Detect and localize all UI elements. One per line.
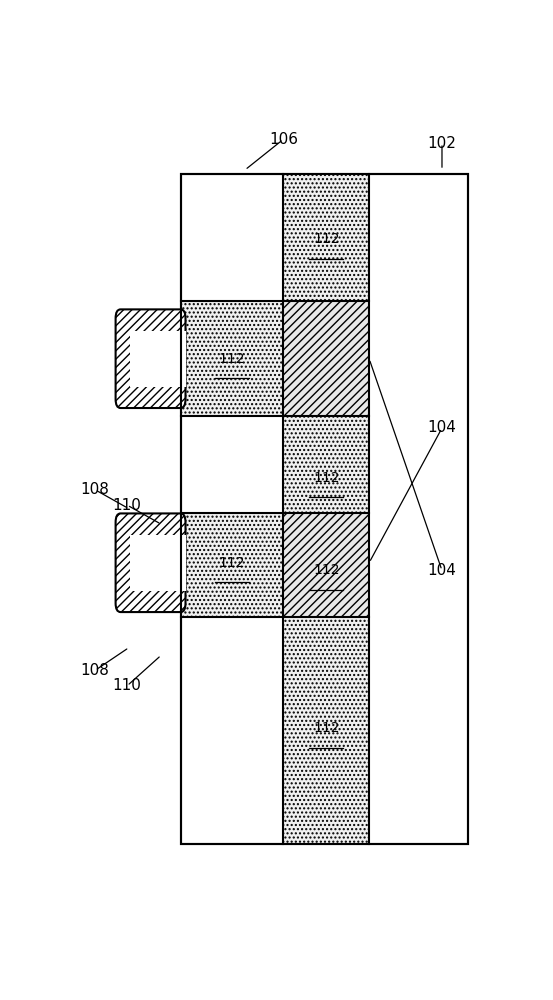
Text: 112: 112: [219, 352, 245, 366]
Bar: [180, 174, 468, 844]
Text: 106: 106: [269, 132, 298, 147]
Bar: [284, 301, 369, 416]
Text: 112: 112: [219, 556, 245, 570]
Text: 112: 112: [313, 471, 340, 485]
Bar: [127, 534, 180, 591]
Text: 102: 102: [427, 136, 456, 151]
Text: 112: 112: [313, 721, 340, 735]
Bar: [284, 513, 369, 617]
Text: 110: 110: [113, 497, 142, 512]
Text: 112: 112: [313, 232, 340, 246]
Bar: [131, 331, 185, 387]
Bar: [180, 301, 284, 416]
Bar: [284, 174, 369, 301]
Text: 104: 104: [427, 563, 456, 578]
FancyBboxPatch shape: [116, 513, 185, 612]
Text: 112: 112: [313, 563, 340, 577]
Bar: [284, 617, 369, 844]
Bar: [180, 174, 468, 844]
FancyBboxPatch shape: [116, 309, 185, 408]
Bar: [131, 535, 185, 591]
Bar: [180, 513, 284, 617]
Bar: [284, 416, 369, 513]
Text: 110: 110: [113, 678, 142, 693]
Text: 108: 108: [80, 663, 109, 678]
Text: 108: 108: [80, 482, 109, 497]
Bar: [127, 330, 180, 387]
Text: 104: 104: [427, 420, 456, 436]
